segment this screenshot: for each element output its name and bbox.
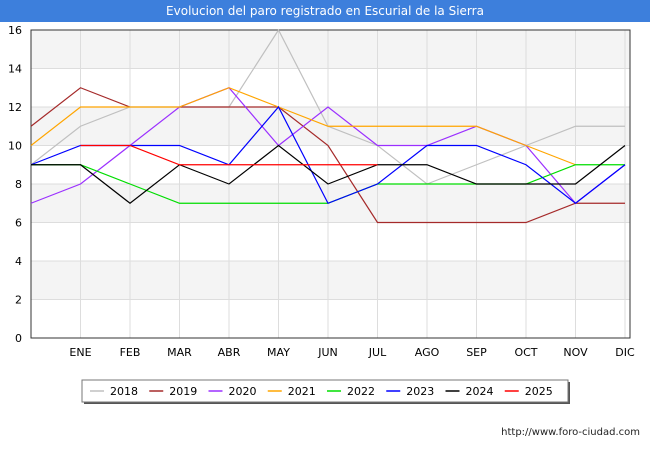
x-tick-label: SEP [466,346,487,359]
x-tick-label: ENE [69,346,91,359]
series-line-2025 [80,144,378,166]
x-tick-label: FEB [120,346,141,359]
x-tick-label: ABR [218,346,241,359]
y-tick-label: 6 [15,217,22,230]
legend-label-2023: 2023 [406,385,434,398]
x-tick-label: DIC [615,346,635,359]
series-line-2019 [30,87,131,127]
source-url: http://www.foro-ciudad.com [501,427,640,438]
x-tick-label: JUL [368,346,387,359]
x-tick-label: MAR [167,346,192,359]
legend-label-2025: 2025 [525,385,553,398]
y-tick-label: 12 [8,101,22,114]
grid-band [31,261,630,300]
x-tick-label: NOV [563,346,588,359]
legend-box [81,379,569,403]
series-line-2019b [179,106,625,224]
plot-frame [30,29,631,339]
y-tick-label: 8 [15,178,22,191]
x-tick-label: JUN [317,346,338,359]
series-line-2024 [31,144,626,205]
y-tick-label: 2 [15,294,22,307]
y-tick-label: 10 [8,140,22,153]
x-tick-label: OCT [514,346,537,359]
x-tick-label: MAY [267,346,290,359]
legend-label-2024: 2024 [466,385,494,398]
grid-band [31,30,630,69]
y-tick-label: 4 [15,255,22,268]
legend-label-2021: 2021 [288,385,316,398]
legend-label-2022: 2022 [347,385,375,398]
y-tick-label: 16 [8,24,22,37]
legend-label-2020: 2020 [229,385,257,398]
legend-label-2018: 2018 [110,385,138,398]
x-tick-label: AGO [415,346,440,359]
y-tick-label: 14 [8,63,22,76]
legend-label-2019: 2019 [169,385,197,398]
series-line-2021 [30,87,576,166]
y-tick-label: 0 [15,332,22,345]
chart-title: Evolucion del paro registrado en Escuria… [0,0,650,22]
